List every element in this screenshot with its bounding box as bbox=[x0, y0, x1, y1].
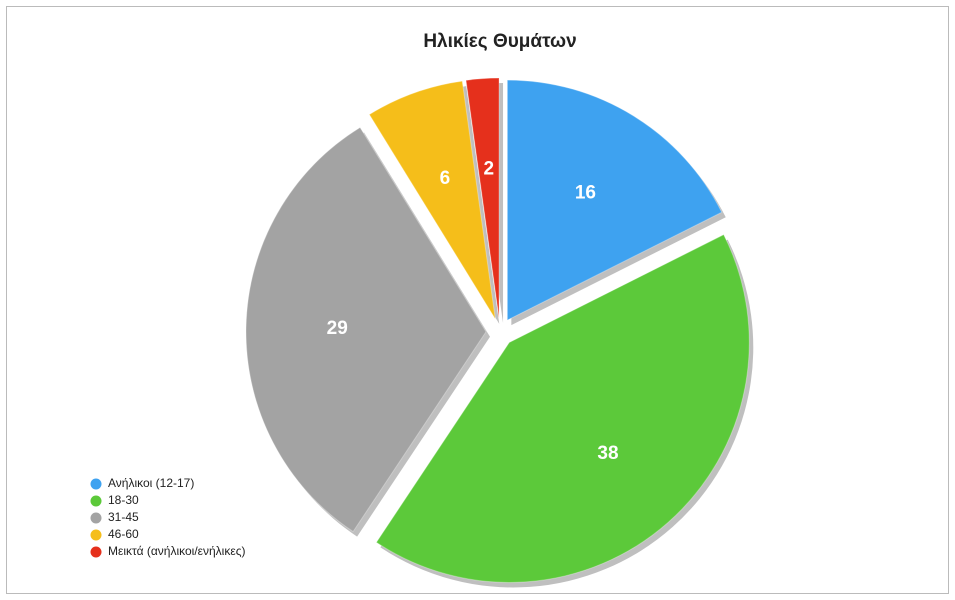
legend-label: 46-60 bbox=[108, 527, 139, 541]
legend-label: Μεικτά (ανήλικοι/ενήλικες) bbox=[108, 544, 245, 558]
data-label: 6 bbox=[440, 168, 451, 189]
data-label: 16 bbox=[575, 182, 596, 203]
pie-slice bbox=[375, 233, 750, 583]
chart-title: Ηλικίες Θυμάτων bbox=[423, 31, 576, 52]
legend-swatch bbox=[90, 529, 102, 541]
legend-label: 31-45 bbox=[108, 510, 139, 524]
pie-slice bbox=[506, 79, 723, 321]
legend-swatch bbox=[90, 546, 102, 558]
legend-label: 18-30 bbox=[108, 493, 139, 507]
pie-slice bbox=[368, 80, 496, 320]
data-label: 38 bbox=[597, 443, 618, 464]
legend-swatch bbox=[90, 512, 102, 524]
pie-slice bbox=[245, 126, 487, 533]
data-label: 29 bbox=[327, 318, 348, 339]
legend-swatch bbox=[90, 478, 102, 490]
data-label: 2 bbox=[483, 159, 494, 180]
pie-slice bbox=[465, 77, 500, 319]
legend-swatch bbox=[90, 495, 102, 507]
legend-label: Ανήλικοι (12-17) bbox=[108, 476, 194, 490]
